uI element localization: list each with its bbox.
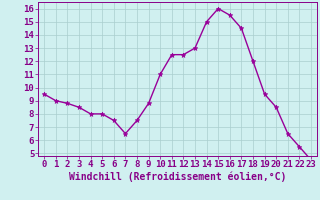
X-axis label: Windchill (Refroidissement éolien,°C): Windchill (Refroidissement éolien,°C) <box>69 172 286 182</box>
